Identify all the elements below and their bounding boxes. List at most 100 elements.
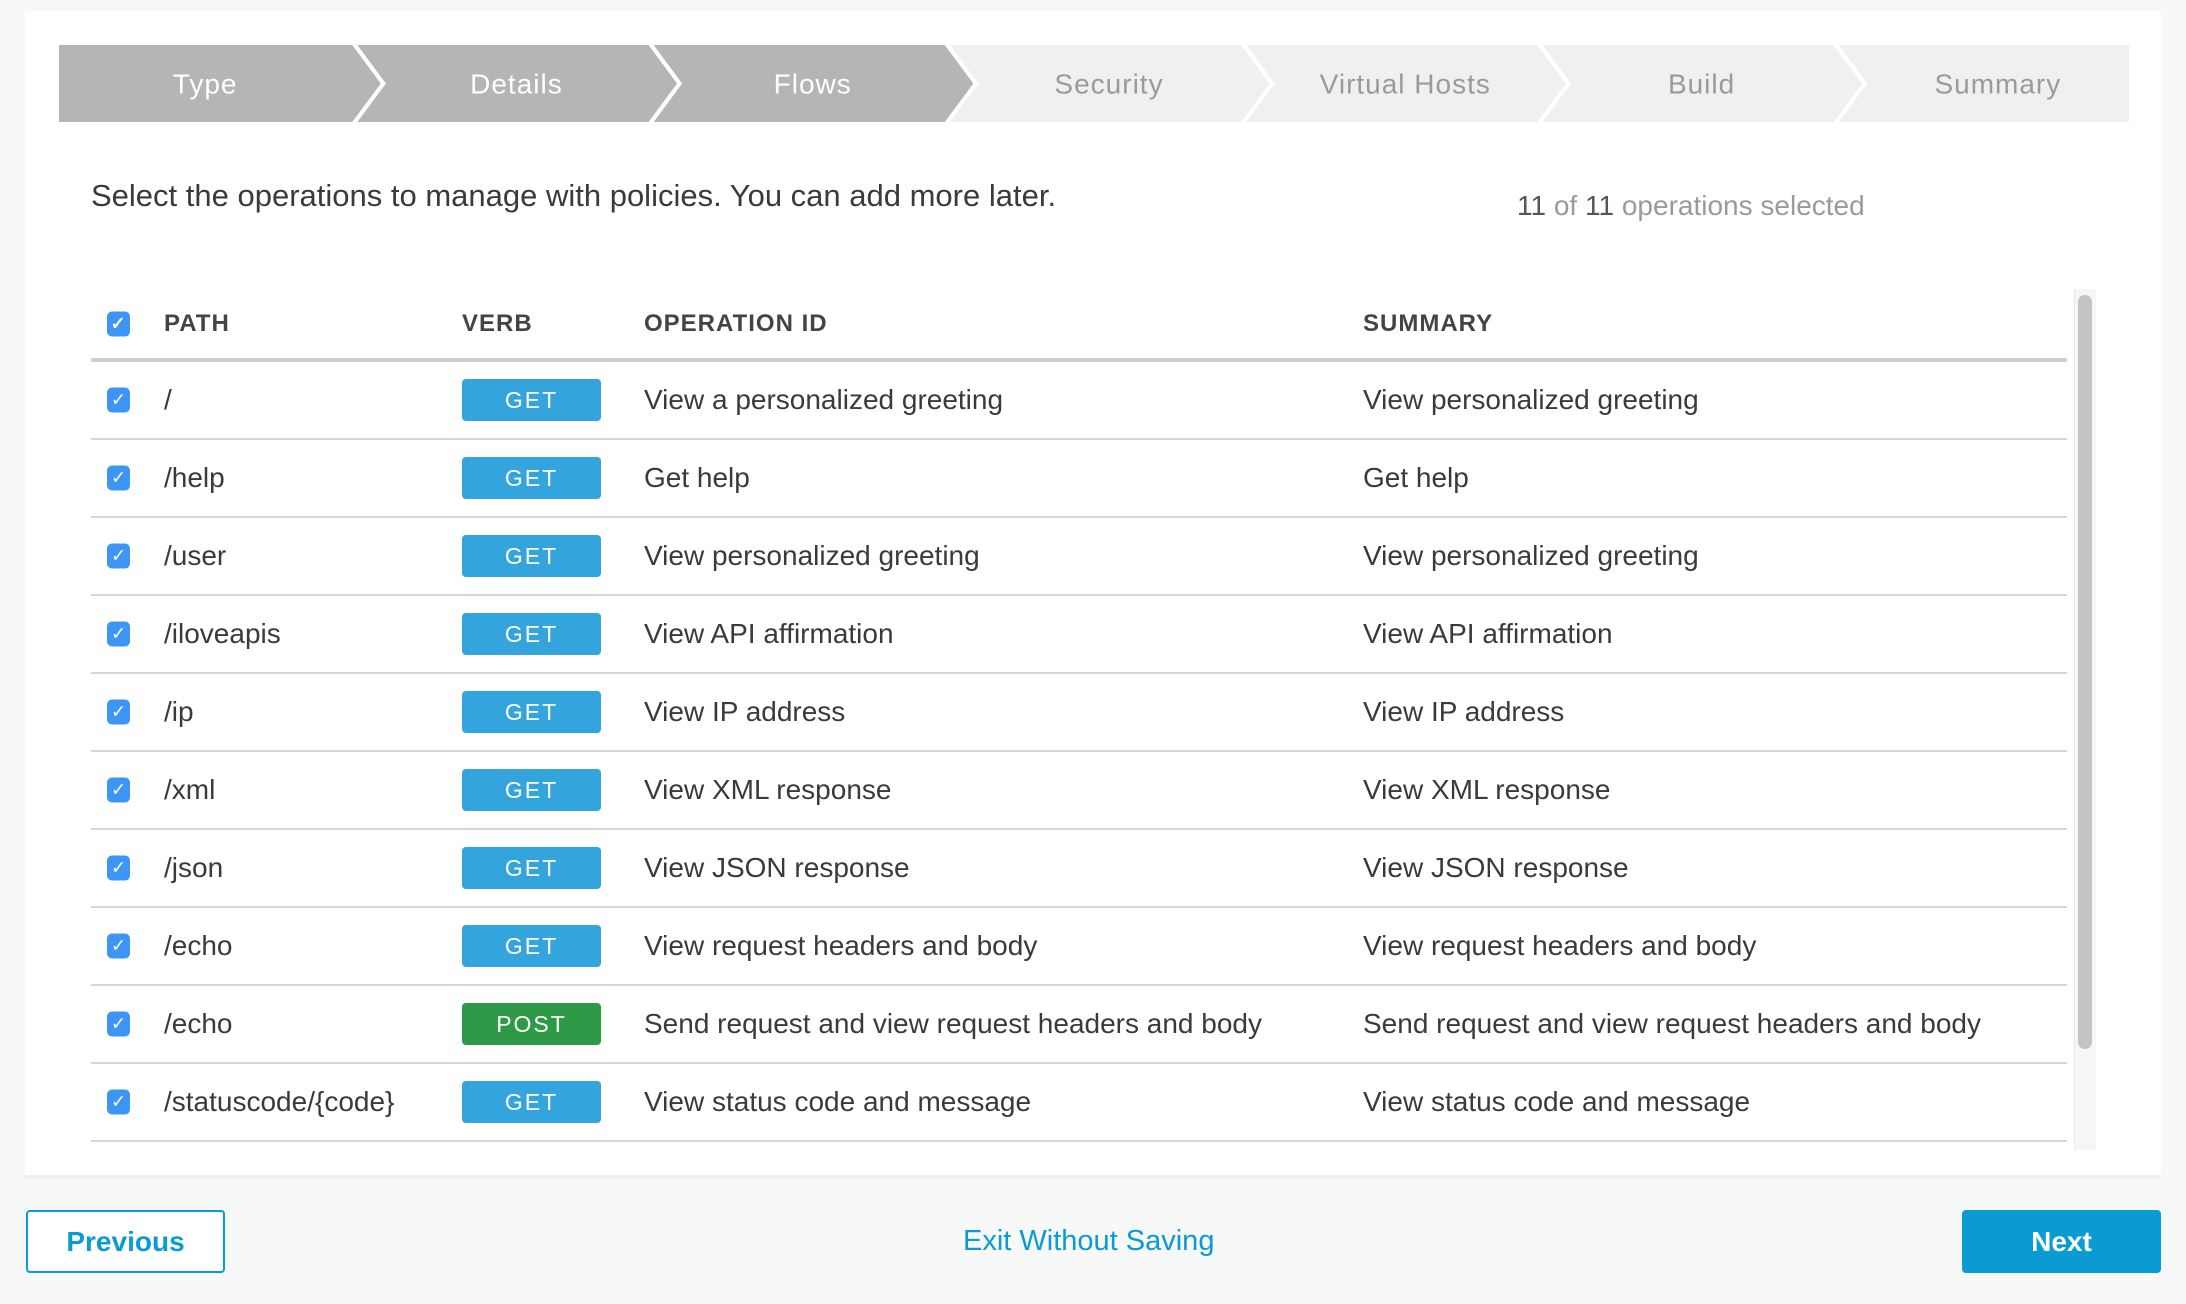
row-operation-id: View a personalized greeting [644, 384, 1004, 415]
row-operation-id: View API affirmation [644, 618, 894, 649]
table-row[interactable]: ✓ /echo GET View request headers and body Vi… [91, 908, 2067, 986]
table-row[interactable]: ✓ /iloveapis GET View API affirmation View A… [91, 596, 2067, 674]
checkmark-icon: ✓ [110, 623, 127, 644]
row-path: /echo [164, 1008, 233, 1039]
row-operation-id: Send request and view request headers an… [644, 1008, 1262, 1039]
verb-badge: GET [462, 535, 601, 577]
verb-badge: GET [462, 847, 601, 889]
row-summary: View status code and message [1363, 1086, 1751, 1117]
row-summary: View IP address [1363, 696, 1565, 727]
verb-badge: GET [462, 925, 601, 967]
operations-table: ✓ PATH VERB OPERATION ID SUMMARY ✓ / GET Vi… [91, 290, 2067, 1142]
step-flows[interactable]: Flows [647, 43, 979, 124]
row-operation-id: View XML response [644, 774, 892, 805]
select-all-checkbox[interactable]: ✓ [107, 311, 130, 337]
table-row[interactable]: ✓ /statuscode/{code} GET View status code a… [91, 1064, 2067, 1142]
selection-suffix: operations selected [1621, 190, 1865, 221]
row-checkbox[interactable]: ✓ [107, 543, 130, 569]
verb-badge: GET [462, 769, 601, 811]
step-label: Virtual Hosts [1320, 69, 1491, 100]
row-path: /statuscode/{code} [164, 1086, 395, 1117]
step-label: Type [173, 69, 238, 100]
checkmark-icon: ✓ [110, 1091, 127, 1112]
checkmark-icon: ✓ [110, 545, 127, 566]
step-label: Details [470, 69, 563, 100]
row-summary: View request headers and body [1363, 930, 1757, 961]
row-checkbox[interactable]: ✓ [107, 387, 130, 413]
step-label: Summary [1934, 69, 2061, 100]
table-scrollbar[interactable] [2074, 289, 2096, 1150]
row-checkbox[interactable]: ✓ [107, 777, 130, 803]
step-label: Flows [774, 69, 852, 100]
verb-badge: POST [462, 1003, 601, 1045]
checkmark-icon: ✓ [110, 779, 127, 800]
verb-badge: GET [462, 1081, 601, 1123]
step-security: Security [943, 43, 1275, 124]
table-body: ✓ / GET View a personalized greeting View pe… [91, 362, 2067, 1142]
row-path: /json [164, 852, 224, 883]
table-row[interactable]: ✓ /ip GET View IP address View IP address [91, 674, 2067, 752]
row-summary: View XML response [1363, 774, 1611, 805]
table-header: ✓ PATH VERB OPERATION ID SUMMARY [91, 290, 2067, 362]
verb-badge: GET [462, 691, 601, 733]
row-path: /echo [164, 930, 233, 961]
verb-badge: GET [462, 613, 601, 655]
next-button[interactable]: Next [1962, 1210, 2161, 1273]
checkmark-icon: ✓ [110, 313, 127, 334]
row-checkbox[interactable]: ✓ [107, 1011, 130, 1037]
wizard-stepper: Summary Build Virtual Hosts Security Flows De… [57, 43, 2131, 124]
checkmark-icon: ✓ [110, 467, 127, 488]
verb-badge: GET [462, 457, 601, 499]
checkmark-icon: ✓ [110, 935, 127, 956]
row-path: /xml [164, 774, 216, 805]
step-label: Build [1668, 69, 1735, 100]
row-path: /help [164, 462, 225, 493]
instruction-text: Select the operations to manage with pol… [91, 178, 1057, 213]
table-row[interactable]: ✓ /help GET Get help Get help [91, 440, 2067, 518]
step-virtual-hosts: Virtual Hosts [1239, 43, 1571, 124]
checkmark-icon: ✓ [110, 389, 127, 410]
step-summary: Summary [1832, 43, 2131, 124]
row-checkbox[interactable]: ✓ [107, 465, 130, 491]
table-row[interactable]: ✓ /xml GET View XML response View XML respon… [91, 752, 2067, 830]
header-summary[interactable]: SUMMARY [1363, 310, 1494, 337]
step-details[interactable]: Details [350, 43, 683, 124]
row-operation-id: View JSON response [644, 852, 910, 883]
row-path: /ip [164, 696, 194, 727]
total-count: 11 [1585, 190, 1615, 221]
row-operation-id: View personalized greeting [644, 540, 980, 571]
step-label: Security [1054, 69, 1163, 100]
checkmark-icon: ✓ [110, 701, 127, 722]
selected-count: 11 [1517, 190, 1547, 221]
row-operation-id: View status code and message [644, 1086, 1032, 1117]
table-row[interactable]: ✓ / GET View a personalized greeting View pe… [91, 362, 2067, 440]
row-summary: View personalized greeting [1363, 384, 1699, 415]
table-row[interactable]: ✓ /user GET View personalized greeting View … [91, 518, 2067, 596]
row-summary: View personalized greeting [1363, 540, 1699, 571]
previous-button[interactable]: Previous [26, 1210, 225, 1273]
step-build: Build [1535, 43, 1868, 124]
table-row[interactable]: ✓ /json GET View JSON response View JSON res… [91, 830, 2067, 908]
row-summary: View JSON response [1363, 852, 1629, 883]
exit-without-saving-link[interactable]: Exit Without Saving [963, 1225, 1215, 1257]
row-summary: Get help [1363, 462, 1469, 493]
header-path[interactable]: PATH [164, 310, 230, 337]
row-path: /iloveapis [164, 618, 281, 649]
step-type[interactable]: Type [57, 43, 386, 124]
selection-count: 11 of 11 operations selected [1517, 190, 1865, 222]
row-checkbox[interactable]: ✓ [107, 699, 130, 725]
header-operation-id[interactable]: OPERATION ID [644, 310, 828, 337]
row-checkbox[interactable]: ✓ [107, 933, 130, 959]
row-summary: Send request and view request headers an… [1363, 1008, 1981, 1039]
row-checkbox[interactable]: ✓ [107, 621, 130, 647]
row-operation-id: View request headers and body [644, 930, 1038, 961]
step-chevron [57, 43, 386, 124]
row-checkbox[interactable]: ✓ [107, 855, 130, 881]
table-row[interactable]: ✓ /echo POST Send request and view request … [91, 986, 2067, 1064]
row-checkbox[interactable]: ✓ [107, 1089, 130, 1115]
row-path: /user [164, 540, 227, 571]
checkmark-icon: ✓ [110, 1013, 127, 1034]
row-path: / [164, 384, 172, 415]
header-verb[interactable]: VERB [462, 310, 533, 337]
scrollbar-thumb[interactable] [2078, 295, 2092, 1049]
